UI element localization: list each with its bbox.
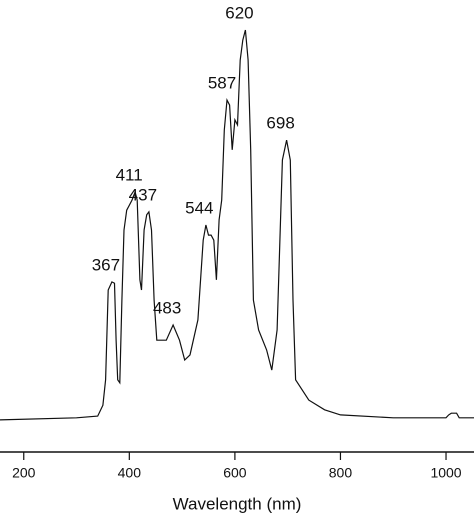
x-axis-label: Wavelength (nm) xyxy=(173,494,302,513)
spectrum-line xyxy=(0,29,474,421)
x-tick-label: 1000 xyxy=(430,465,461,481)
peak-label: 483 xyxy=(153,298,181,317)
x-tick-label: 400 xyxy=(118,465,142,481)
peak-label: 544 xyxy=(185,198,213,217)
peak-label: 437 xyxy=(129,185,157,204)
peak-label: 411 xyxy=(116,166,143,185)
x-tick-label: 800 xyxy=(329,465,353,481)
peak-label: 620 xyxy=(225,3,253,22)
peak-label: 587 xyxy=(208,74,236,93)
peak-label: 367 xyxy=(92,255,120,274)
peak-label: 698 xyxy=(266,114,294,133)
x-tick-label: 600 xyxy=(223,465,247,481)
x-tick-label: 200 xyxy=(12,465,36,481)
